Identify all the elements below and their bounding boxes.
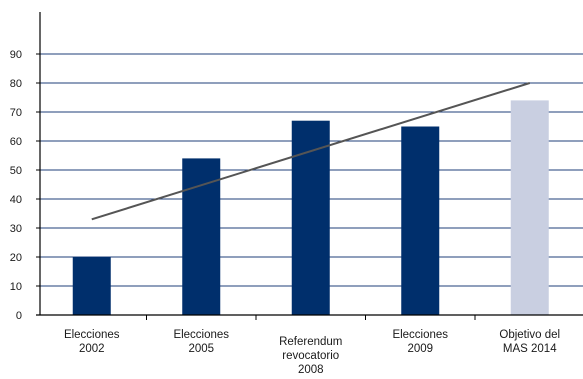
- y-tick-label-0: 0: [16, 310, 22, 322]
- y-tick-label-30: 30: [10, 223, 22, 235]
- bar-2: [291, 120, 330, 315]
- y-tick-label-80: 80: [10, 78, 22, 90]
- y-tick-label-40: 40: [10, 194, 22, 206]
- x-category-label-1-1: 2005: [188, 343, 214, 355]
- x-category-label-4-0: Objetivo del: [499, 329, 560, 341]
- x-category-label-0-1: 2002: [79, 343, 105, 355]
- bar-3: [401, 126, 440, 315]
- axes: [36, 12, 583, 320]
- trendline-group: [91, 82, 531, 221]
- y-tick-label-20: 20: [10, 252, 22, 264]
- y-tick-label-90: 90: [10, 49, 22, 61]
- x-category-label-2-2: 2008: [298, 364, 324, 376]
- y-tick-label-70: 70: [10, 107, 22, 119]
- bars: [72, 100, 549, 316]
- trendline: [91, 82, 531, 221]
- bar-4: [510, 100, 549, 316]
- x-category-label-1-0: Elecciones: [173, 329, 229, 341]
- x-category-label-0-0: Elecciones: [64, 329, 120, 341]
- y-tick-label-60: 60: [10, 136, 22, 148]
- y-tick-label-50: 50: [10, 165, 22, 177]
- y-tick-label-10: 10: [10, 281, 22, 293]
- x-category-label-4-1: MAS 2014: [503, 343, 557, 355]
- x-category-label-3-1: 2009: [407, 343, 433, 355]
- y-tick-labels: 0 10 20 30 40 50 60 70 80 90: [10, 49, 22, 322]
- x-category-label-2-1: revocatorio: [282, 350, 339, 362]
- x-category-label-3-0: Elecciones: [392, 329, 448, 341]
- x-category-labels: Elecciones 2002 Elecciones 2005 Referendum re…: [64, 329, 560, 376]
- x-category-label-2-0: Referendum: [279, 336, 342, 348]
- bar-0: [72, 257, 111, 315]
